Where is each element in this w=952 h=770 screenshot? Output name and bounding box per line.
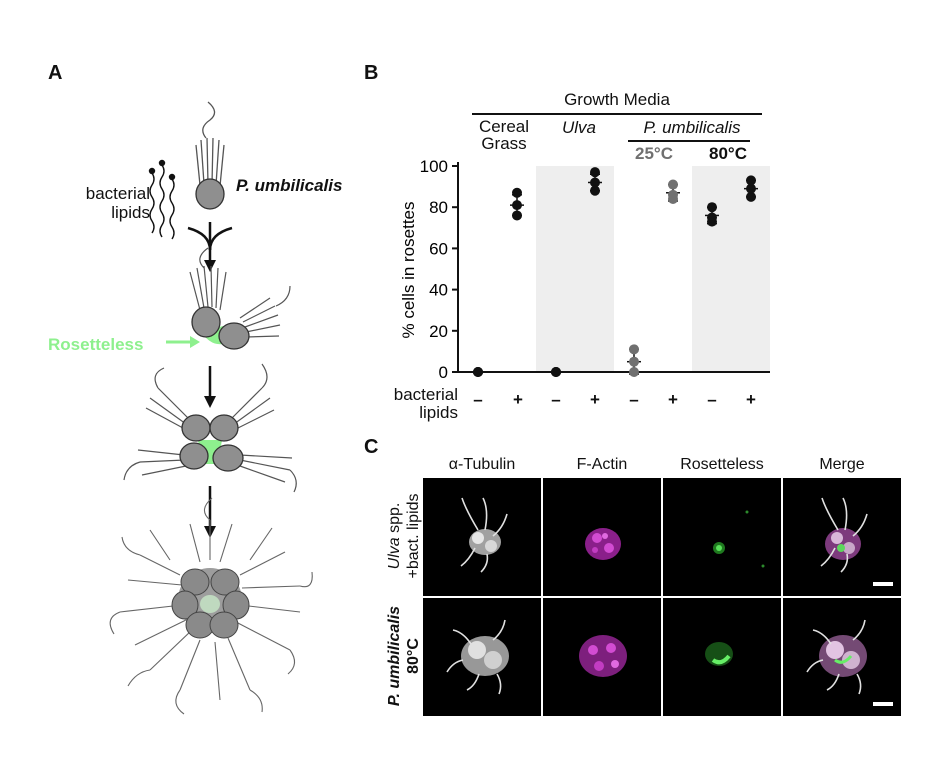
data-point-5-1 bbox=[668, 189, 678, 200]
data-point-4-2 bbox=[629, 344, 639, 355]
growth-media-rule bbox=[472, 113, 762, 115]
y-tick-label-0: 0 bbox=[439, 363, 448, 382]
micrograph-r2-tubulin bbox=[423, 598, 541, 716]
bacterial-lipids-line2: lipids bbox=[111, 203, 150, 222]
chart-marks bbox=[473, 167, 758, 377]
data-point-3-0 bbox=[590, 185, 600, 196]
sign-1: – bbox=[473, 390, 483, 409]
four-cell-icon bbox=[123, 363, 297, 493]
sign-5: – bbox=[629, 390, 639, 409]
sign-4: + bbox=[590, 390, 600, 409]
rosette-chart: 0 20 40 60 80 100 % cells in rosettes bbox=[399, 157, 770, 382]
sign-row: – + – + – + – + bbox=[466, 390, 766, 414]
row2-label: P. umbilicalis 80°C bbox=[385, 581, 425, 731]
sign-6: + bbox=[668, 390, 678, 409]
bacterial-lipids-line1: bacterial bbox=[85, 184, 150, 203]
cereal-grass-line1: Cereal bbox=[478, 117, 530, 136]
pumbilicalis-rule bbox=[628, 140, 750, 142]
micrograph-r2-rosetteless bbox=[663, 598, 781, 716]
row1-italic: Ulva bbox=[386, 537, 403, 570]
row-label-line2: lipids bbox=[419, 403, 458, 422]
data-point-1-1 bbox=[512, 200, 522, 211]
panel-b-letter: B bbox=[364, 62, 379, 84]
temp-80-label: 80°C bbox=[709, 144, 747, 163]
temp-25-label: 25°C bbox=[635, 144, 673, 163]
data-point-3-2 bbox=[590, 167, 600, 178]
micrograph-r1-actin bbox=[543, 478, 661, 596]
row2-line1: P. umbilicalis bbox=[386, 605, 403, 707]
data-point-6-2 bbox=[707, 202, 717, 213]
y-axis-label: % cells in rosettes bbox=[399, 202, 418, 339]
cereal-grass-line2: Grass bbox=[481, 134, 527, 153]
growth-media-title: Growth Media bbox=[564, 90, 670, 109]
sign-8: + bbox=[746, 390, 756, 409]
chart-shading bbox=[536, 166, 770, 372]
bacterial-lipids-row-label: bacterial lipids bbox=[372, 386, 458, 422]
single-cell-icon bbox=[195, 101, 225, 210]
bacterial-lipids-label: bacterial lipids bbox=[58, 184, 150, 222]
data-point-2-2 bbox=[551, 367, 561, 377]
cereal-grass-label: Cereal Grass bbox=[466, 118, 542, 152]
row-label-line1: bacterial bbox=[393, 385, 458, 404]
panel-c-letter: C bbox=[364, 436, 379, 458]
data-point-1-2 bbox=[512, 187, 522, 198]
data-point-4-0 bbox=[629, 367, 639, 377]
two-cell-icon bbox=[166, 247, 291, 350]
channel-actin-label: F-Actin bbox=[576, 456, 628, 473]
row2-line2: 80°C bbox=[405, 638, 422, 674]
sign-7: – bbox=[707, 390, 717, 409]
channel-tubulin-label: α-Tubulin bbox=[448, 456, 516, 473]
panel-a-letter: A bbox=[48, 62, 63, 84]
pumbilicalis-label: P. umbilicalis bbox=[643, 118, 741, 137]
sign-3: – bbox=[551, 390, 561, 409]
channel-merge-label: Merge bbox=[819, 456, 865, 473]
y-tick-label-1: 20 bbox=[429, 322, 448, 341]
channel-rosetteless-label: Rosetteless bbox=[680, 456, 764, 473]
micrograph-r1-rosetteless bbox=[663, 478, 781, 596]
y-tick-label-4: 80 bbox=[429, 198, 448, 217]
micrograph-r2-actin bbox=[543, 598, 661, 716]
data-point-7-0 bbox=[746, 191, 756, 202]
scale-bar-2 bbox=[873, 702, 893, 706]
lipid-icons bbox=[148, 159, 176, 240]
data-point-1-0 bbox=[512, 210, 522, 221]
y-tick-label-5: 100 bbox=[420, 157, 448, 176]
ulva-label: Ulva bbox=[561, 118, 596, 137]
data-point-7-2 bbox=[746, 175, 756, 186]
data-point-3-1 bbox=[590, 177, 600, 188]
scale-bar-1 bbox=[873, 582, 893, 586]
data-point-4-1 bbox=[629, 356, 639, 367]
shade-ulva bbox=[536, 166, 614, 372]
shade-80c bbox=[692, 166, 770, 372]
data-point-7-1 bbox=[746, 183, 756, 194]
chart-axes: 0 20 40 60 80 100 bbox=[420, 157, 770, 382]
data-point-5-2 bbox=[668, 179, 678, 190]
y-tick-label-2: 40 bbox=[429, 281, 448, 300]
rosetteless-label: Rosetteless bbox=[48, 335, 144, 354]
rosette-schematic bbox=[109, 101, 313, 715]
sign-2: + bbox=[513, 390, 523, 409]
data-point-0-2 bbox=[473, 367, 483, 377]
micrograph-r1-tubulin bbox=[423, 478, 541, 596]
micrograph-r1-merge bbox=[783, 478, 901, 596]
data-point-6-1 bbox=[707, 212, 717, 223]
rosette-icon bbox=[109, 497, 313, 715]
y-tick-label-3: 60 bbox=[429, 239, 448, 258]
row1-rest: spp. bbox=[386, 502, 403, 538]
species-label: P. umbilicalis bbox=[236, 176, 343, 195]
micrograph-r2-merge bbox=[783, 598, 901, 716]
merge-arrow-icon bbox=[187, 222, 233, 262]
